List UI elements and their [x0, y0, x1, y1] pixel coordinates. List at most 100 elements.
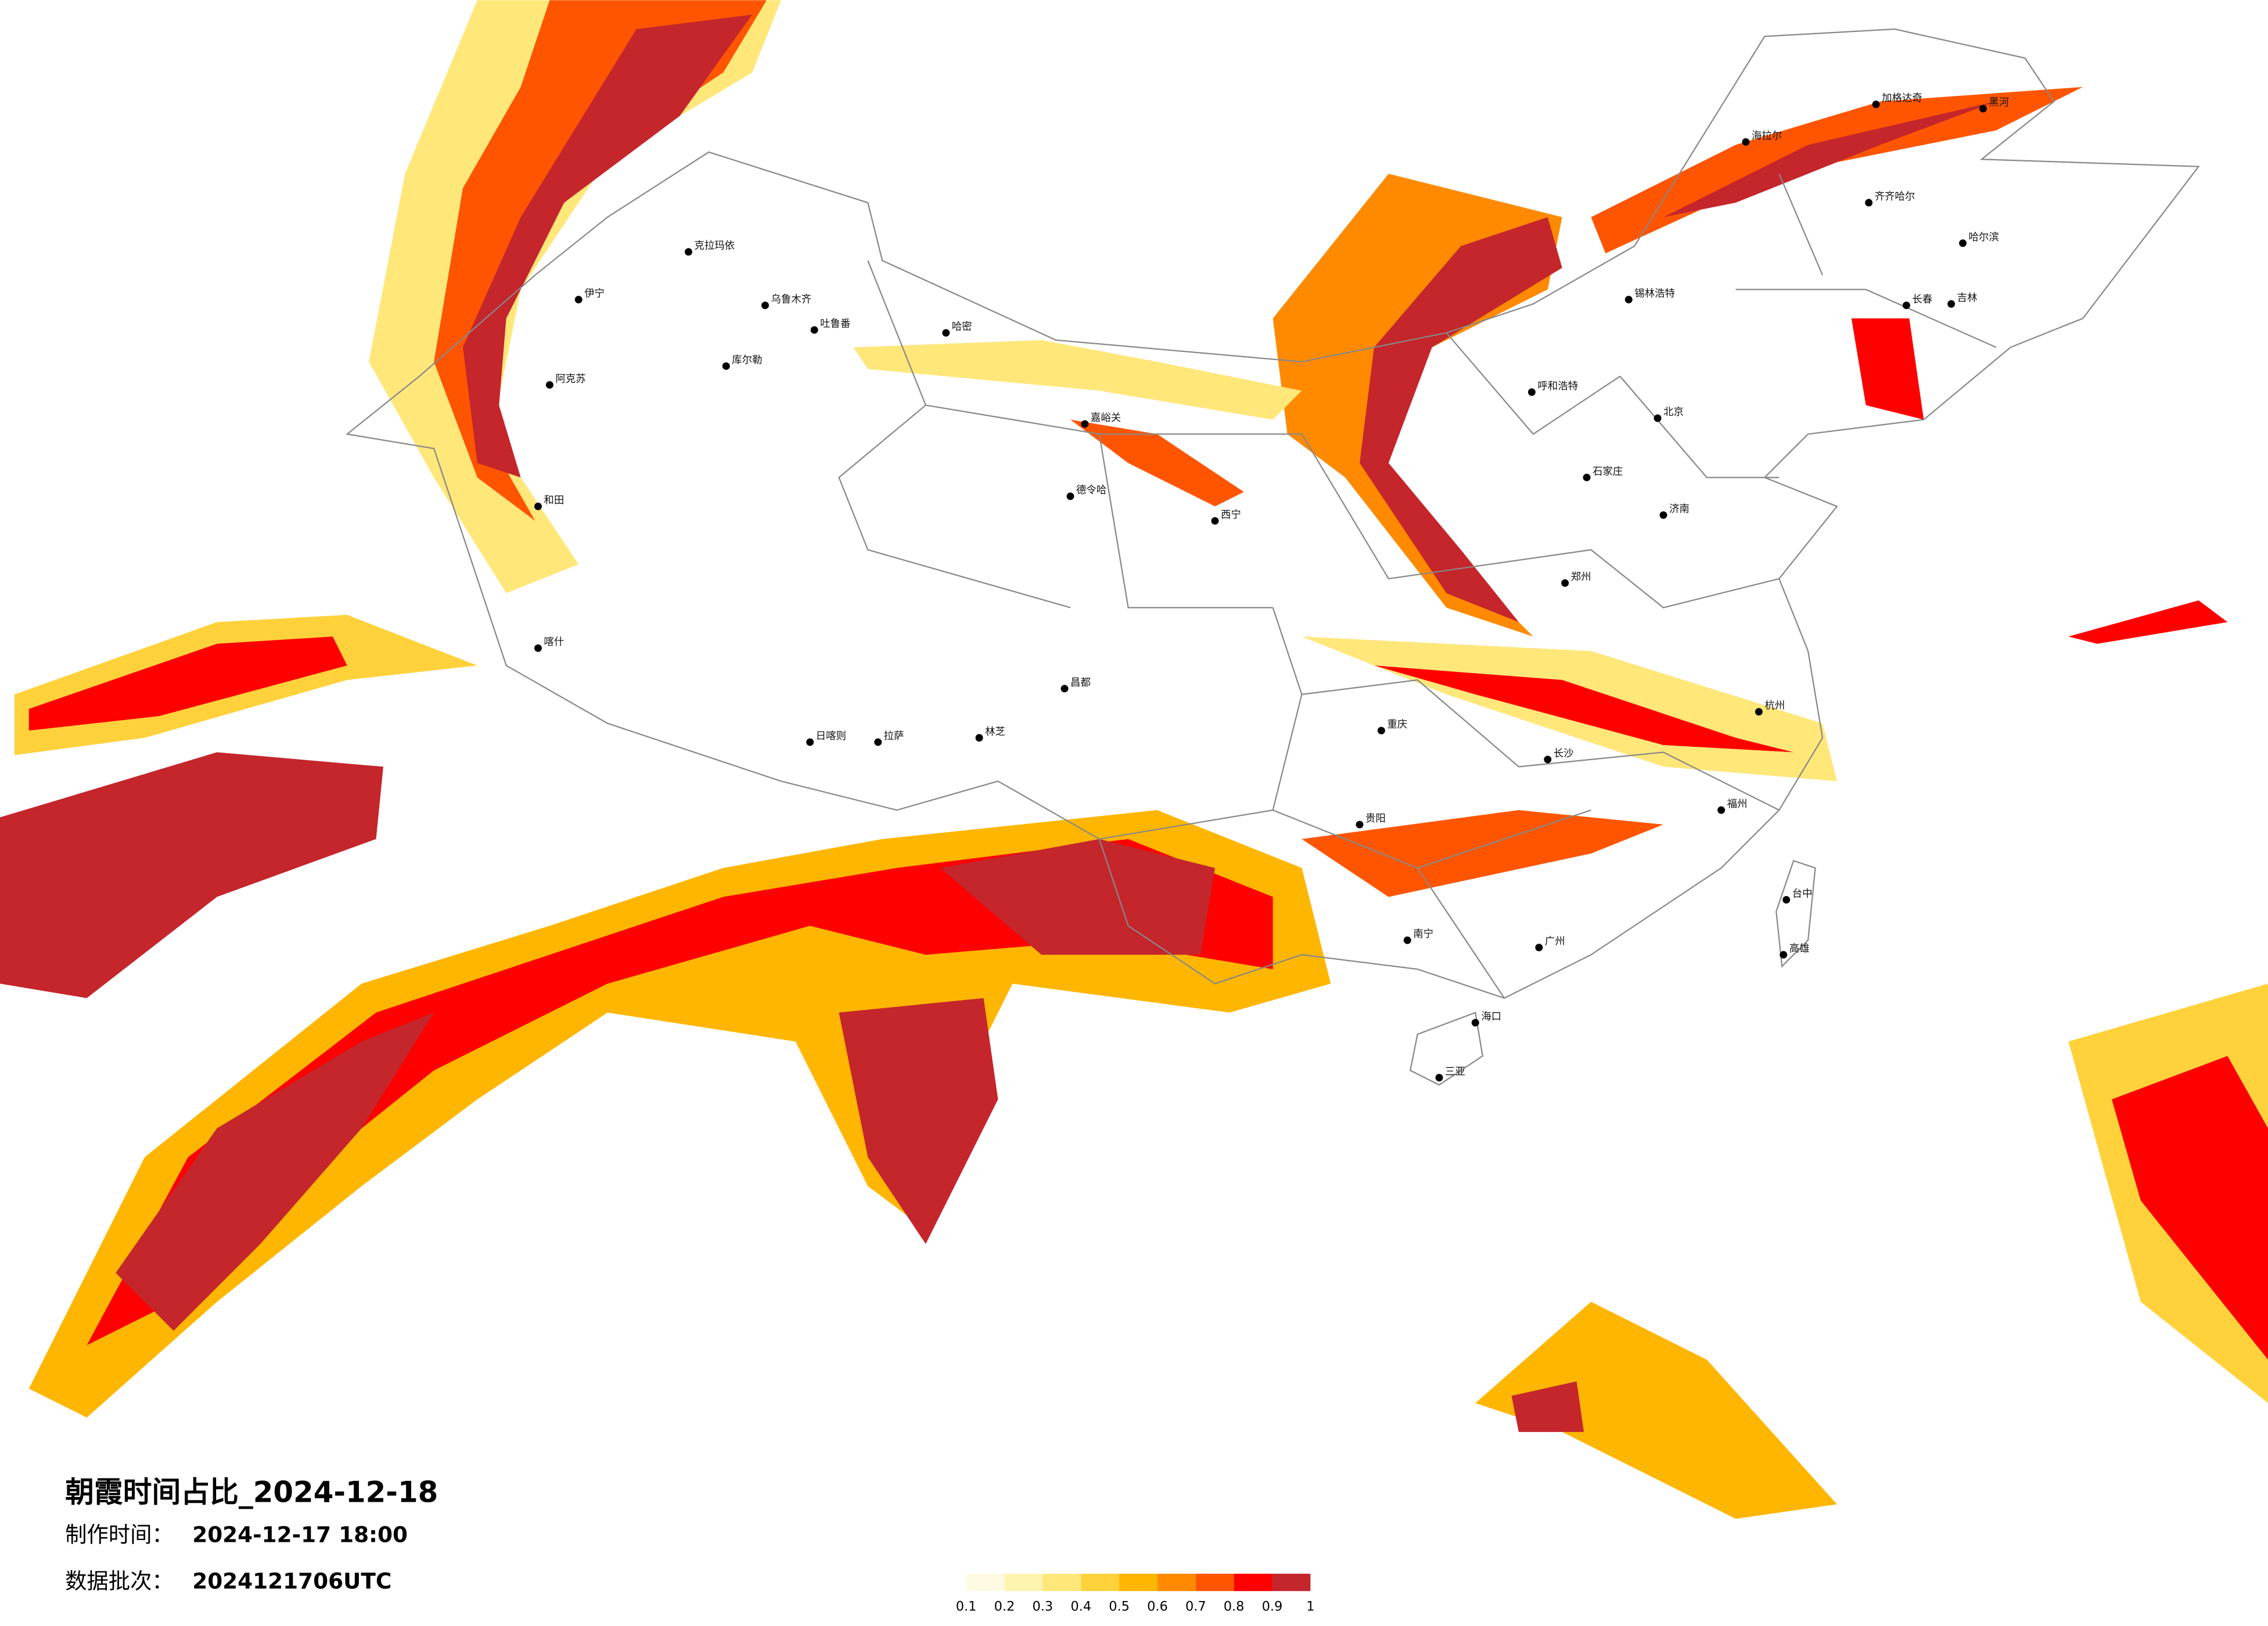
legend-swatch: [1119, 1573, 1158, 1591]
city-dot: [1435, 1074, 1443, 1082]
city-label: 海拉尔: [1752, 130, 1782, 142]
city-label: 克拉玛依: [694, 240, 735, 252]
city-label: 台中: [1792, 888, 1813, 900]
city-dot: [1066, 492, 1074, 501]
made-time: 2024-12-17 18:00: [192, 1522, 408, 1548]
city-dot: [1377, 726, 1385, 735]
city-label: 库尔勒: [732, 354, 762, 366]
city-dot: [1561, 579, 1569, 587]
city-dot: [1979, 105, 1987, 113]
color-region: [1360, 217, 1562, 623]
legend-tick-label: 0.3: [1033, 1599, 1054, 1614]
color-region: [1591, 87, 2083, 254]
city-label: 广州: [1545, 936, 1565, 948]
city-dot: [574, 296, 583, 304]
city-dot: [1654, 414, 1662, 422]
city-label: 贵阳: [1365, 813, 1386, 825]
city-label: 三亚: [1445, 1066, 1465, 1078]
color-region: [1070, 419, 1244, 507]
city-label: 喀什: [544, 636, 564, 648]
legend-tick-label: 0.2: [994, 1599, 1015, 1614]
color-region: [853, 340, 1302, 420]
country-outline: [346, 28, 2200, 999]
color-region: [1475, 1301, 1837, 1519]
city-dot: [1742, 138, 1750, 146]
city-label: 日喀则: [816, 731, 846, 742]
city-dot: [684, 248, 692, 256]
legend-swatch: [1081, 1573, 1120, 1591]
city-label: 齐齐哈尔: [1875, 191, 1915, 203]
city-label: 嘉峪关: [1091, 412, 1121, 424]
city-label: 阿克苏: [555, 373, 585, 385]
city-dot: [806, 738, 814, 746]
city-dot: [1583, 473, 1591, 481]
city-label: 杭州: [1764, 700, 1785, 712]
city-dot: [534, 502, 542, 510]
city-dot: [975, 734, 983, 742]
city-dot: [545, 381, 553, 389]
color-field: [0, 0, 2268, 1519]
legend-tick-label: 0.7: [1185, 1599, 1206, 1614]
city-label: 重庆: [1387, 719, 1407, 731]
city-dot: [1535, 944, 1543, 952]
city-label: 和田: [544, 495, 564, 506]
color-region: [116, 1012, 434, 1331]
city-dot: [534, 644, 542, 652]
legend-tick-label: 0.4: [1070, 1599, 1091, 1614]
color-region: [28, 636, 347, 731]
legend-swatch: [1234, 1573, 1273, 1591]
city-label: 长沙: [1554, 748, 1574, 760]
city-label: 北京: [1663, 406, 1684, 418]
city-dot: [761, 301, 769, 310]
legend-swatch: [1272, 1573, 1311, 1591]
city-label: 南宁: [1413, 929, 1433, 940]
color-region: [1663, 101, 1996, 217]
batch: 2024121706UTC: [192, 1568, 391, 1593]
legend-swatch: [1043, 1573, 1081, 1591]
city-label: 呼和浩特: [1537, 380, 1578, 392]
hainan: [1409, 1012, 1483, 1086]
legend-tick-label: 0.8: [1224, 1599, 1245, 1614]
city-dot: [1471, 1019, 1479, 1027]
city-dot: [1947, 300, 1956, 308]
city-dot: [1356, 821, 1364, 829]
color-region: [1374, 665, 1794, 753]
city-dot: [1780, 951, 1788, 959]
color-region: [0, 752, 383, 998]
legend-tick-label: 0.9: [1262, 1599, 1283, 1614]
city-label: 伊宁: [584, 288, 605, 300]
city-label: 福州: [1727, 798, 1748, 810]
legend-swatch: [1157, 1573, 1196, 1591]
city-dot: [1211, 517, 1219, 525]
color-region: [940, 839, 1215, 955]
city-dot: [1959, 239, 1967, 247]
color-region: [462, 15, 753, 478]
city-label: 石家庄: [1593, 466, 1623, 477]
city-dot: [1624, 296, 1633, 304]
taiwan: [1775, 859, 1816, 968]
city-dot: [722, 362, 730, 370]
city-dot: [1902, 301, 1910, 310]
city-label: 黑河: [1989, 97, 2009, 109]
city-dot: [1717, 806, 1726, 814]
city-dot: [1782, 895, 1791, 904]
city-label: 德令哈: [1076, 485, 1106, 497]
city-label: 西宁: [1221, 509, 1241, 521]
city-dot: [1081, 420, 1089, 428]
city-label: 海口: [1481, 1011, 1501, 1023]
made-label: 制作时间：: [65, 1522, 174, 1548]
city-label: 哈尔滨: [1968, 232, 1999, 243]
color-region: [28, 810, 1331, 1418]
city-dot: [810, 326, 818, 334]
city-label: 林芝: [985, 726, 1005, 738]
color-region: [1511, 1381, 1584, 1432]
city-label: 哈密: [952, 321, 972, 333]
city-label: 济南: [1669, 503, 1690, 515]
legend-swatch: [1004, 1573, 1043, 1591]
city-dot: [1755, 708, 1763, 716]
city-label: 吉林: [1957, 292, 1978, 304]
borders: [346, 28, 2200, 1086]
city-dot: [1061, 685, 1069, 693]
province-lines: [838, 173, 1997, 999]
